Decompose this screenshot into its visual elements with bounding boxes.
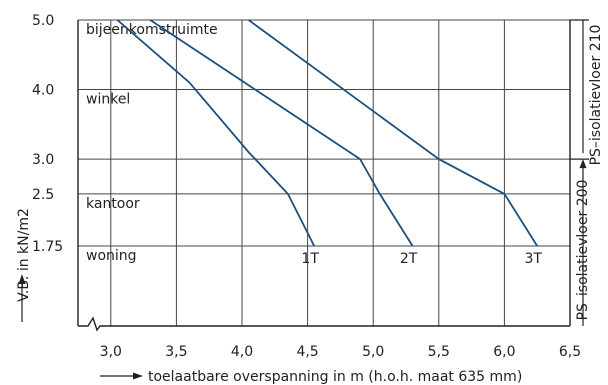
y-tick-label: 4.0 <box>32 83 54 99</box>
x-tick-label: 6,5 <box>559 344 581 360</box>
right-label-upper-group: PS–isolatievloer 210 <box>588 25 604 166</box>
x-tick-label: 4,0 <box>231 344 253 360</box>
x-tick-label: 5,5 <box>428 344 450 360</box>
x-tick-labels: 3,0 3,5 4,0 4,5 5,0 5,5 6,0 6,5 <box>100 344 581 360</box>
y-tick-label: 2.5 <box>32 187 54 203</box>
x-tick-label: 3,0 <box>100 344 122 360</box>
y-axis-title-group: V.B. in kN/m2 <box>16 208 32 302</box>
y-axis-title: V.B. in kN/m2 <box>16 208 32 302</box>
series-label-3T: 3T <box>524 251 542 267</box>
x-axis-arrow <box>100 372 143 380</box>
category-label: winkel <box>86 92 130 108</box>
x-tick-label: 6,0 <box>493 344 515 360</box>
x-axis-title: toelaatbare overspanning in m (h.o.h. ma… <box>148 369 522 385</box>
x-axis-line <box>78 316 570 332</box>
category-label: woning <box>86 248 137 264</box>
series-labels: 1T 2T 3T <box>301 251 542 267</box>
series-line-3T <box>248 19 538 247</box>
y-tick-label: 1.75 <box>32 239 63 255</box>
right-label-upper: PS–isolatievloer 210 <box>588 25 604 166</box>
category-label: bijeenkomstruimte <box>86 22 218 38</box>
right-marker-lower-arrow <box>579 159 587 169</box>
y-tick-label: 5.0 <box>32 13 54 29</box>
series-label-2T: 2T <box>400 251 418 267</box>
series-label-1T: 1T <box>301 251 319 267</box>
right-markers <box>570 19 589 326</box>
x-tick-label: 3,5 <box>165 344 187 360</box>
x-tick-label: 4,5 <box>296 344 318 360</box>
category-labels: bijeenkomstruimte winkel kantoor woning <box>86 22 218 264</box>
grid <box>78 19 571 326</box>
series-lines <box>116 19 538 247</box>
x-tick-label: 5,0 <box>362 344 384 360</box>
y-axis-arrow <box>18 274 26 322</box>
category-label: kantoor <box>86 196 140 212</box>
series-line-1T <box>116 19 316 247</box>
y-tick-label: 3.0 <box>32 152 54 168</box>
plot-frame <box>77 20 571 332</box>
y-tick-labels: 5.0 4.0 3.0 2.5 1.75 <box>32 13 63 255</box>
series-line-2T <box>149 19 414 247</box>
